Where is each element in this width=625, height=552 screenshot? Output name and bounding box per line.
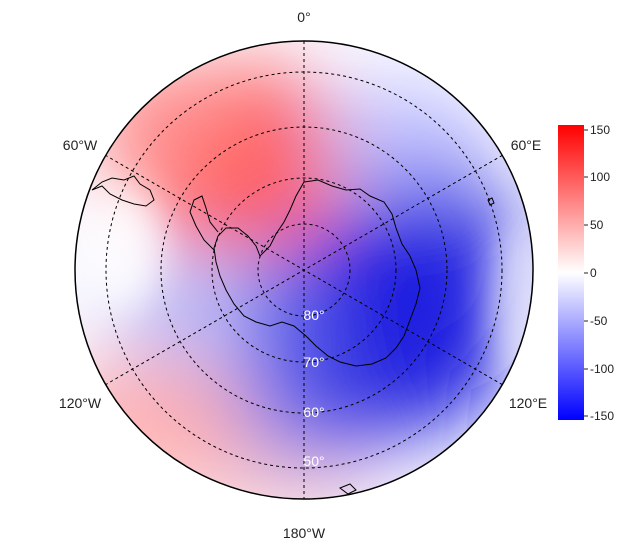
- island-2: [487, 197, 495, 206]
- lat-label-70: 70°: [303, 354, 324, 370]
- lon-label-60w: 60°W: [63, 137, 98, 153]
- colorbar-tick-minus150: -150: [590, 409, 614, 423]
- colorbar-gradient: [558, 125, 584, 420]
- coastline: [91, 175, 495, 495]
- lat-label-50: 50°: [303, 453, 324, 469]
- colorbar-tick-100: 100: [590, 170, 610, 184]
- colorbar-tick-minus100: -100: [590, 362, 614, 376]
- antarctic-peninsula: [189, 195, 219, 251]
- colorbar: 150 100 50 0 -50 -100 -150: [558, 123, 614, 423]
- island-1: [338, 483, 357, 495]
- colorbar-tick-0: 0: [590, 266, 597, 280]
- lat-label-60: 60°: [303, 404, 324, 420]
- lon-label-0: 0°: [297, 9, 310, 25]
- colorbar-tick-minus50: -50: [590, 314, 608, 328]
- antarctica-coast: [213, 179, 421, 367]
- south-america: [91, 175, 155, 207]
- anomaly-field: [75, 41, 533, 499]
- lon-label-120e: 120°E: [509, 395, 547, 411]
- colorbar-tick-50: 50: [590, 218, 604, 232]
- lat-label-80: 80°: [303, 307, 324, 323]
- lon-label-60e: 60°E: [511, 137, 542, 153]
- colorbar-tick-150: 150: [590, 123, 610, 137]
- meridian-120: [104, 154, 504, 386]
- graticule: [104, 41, 504, 499]
- map-frame: [74, 40, 534, 500]
- lon-label-120w: 120°W: [59, 395, 102, 411]
- lon-label-180w: 180°W: [283, 525, 326, 541]
